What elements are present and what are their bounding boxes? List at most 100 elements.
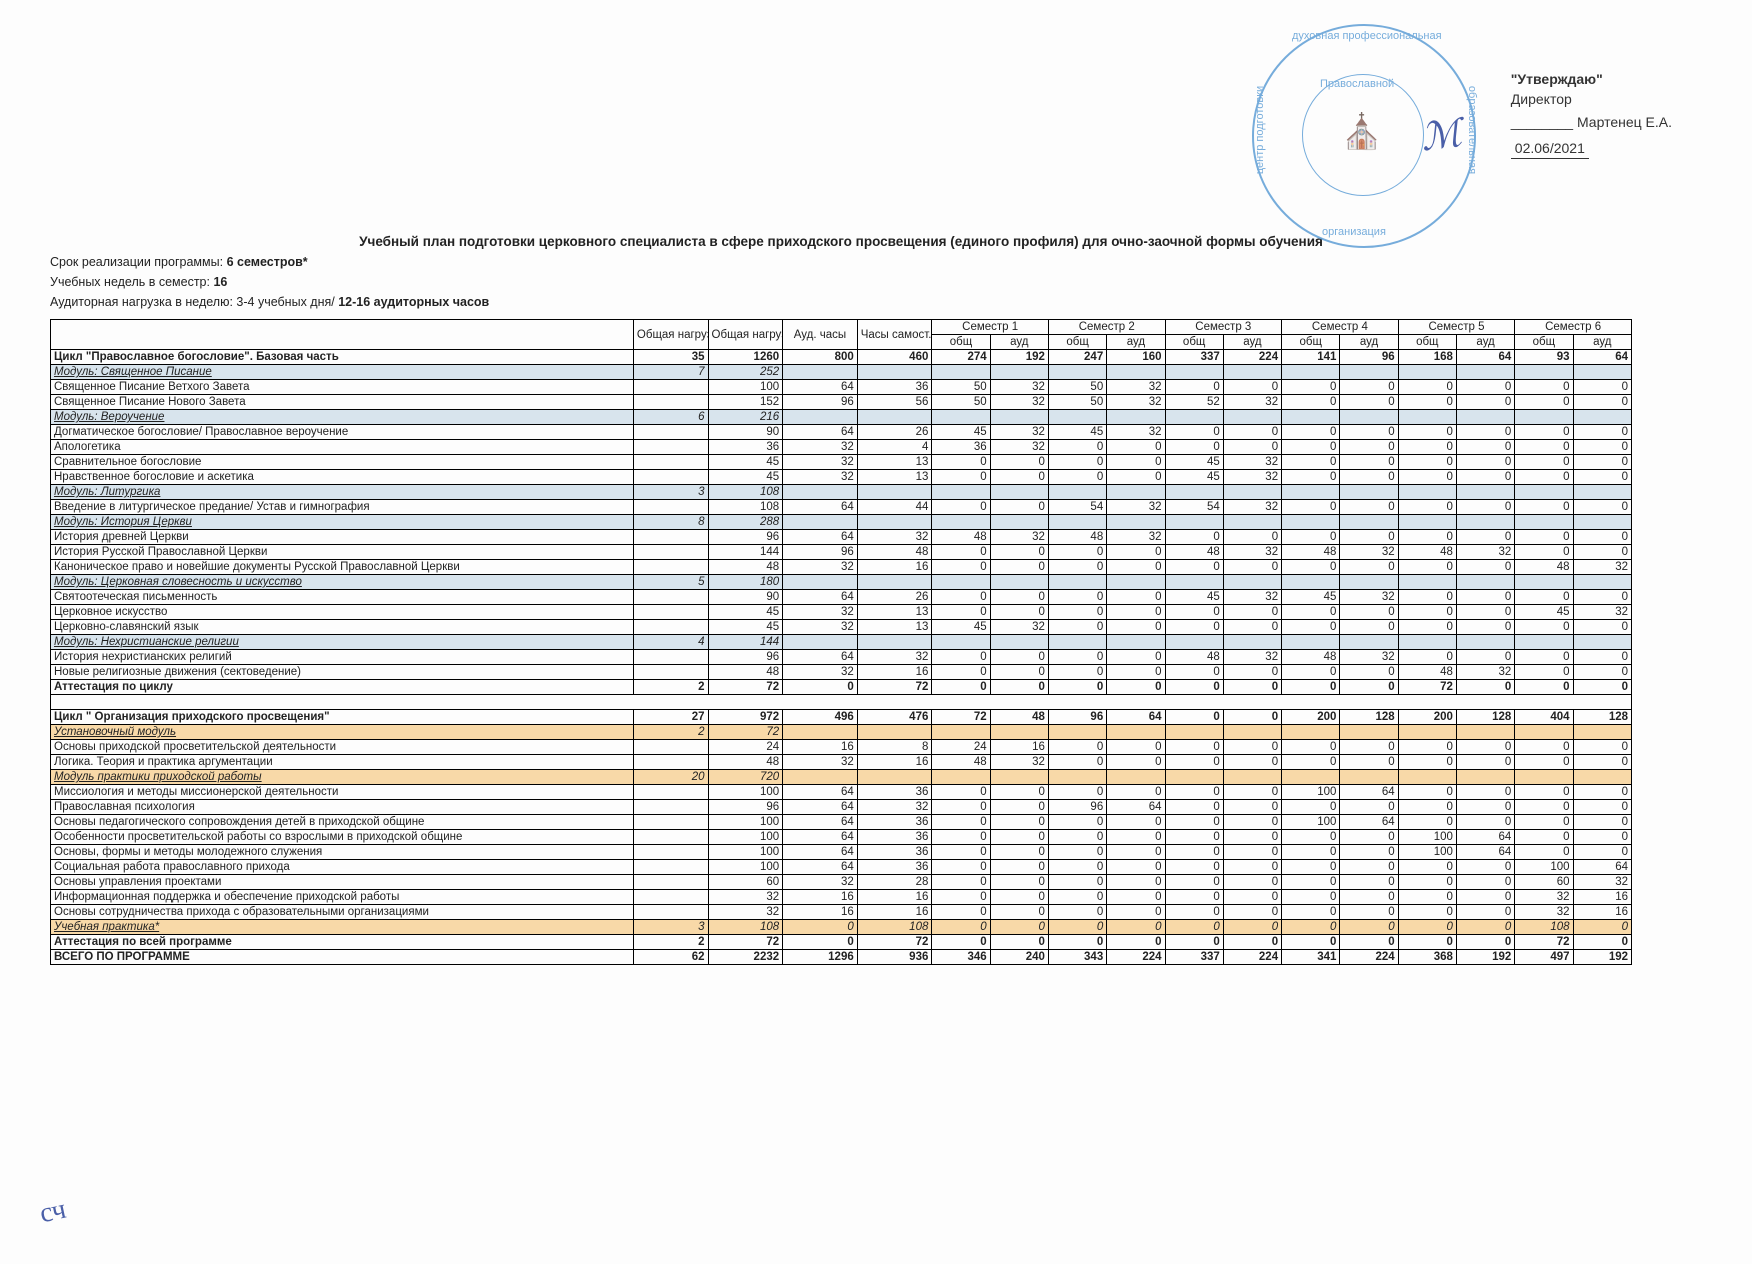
cell-value: 45: [708, 455, 783, 470]
discipline-name: Установочный модуль: [51, 725, 634, 740]
cell-value: 90: [708, 425, 783, 440]
cell-value: 128: [1573, 710, 1631, 725]
cell-value: 0: [1223, 785, 1281, 800]
cell-value: 0: [1165, 605, 1223, 620]
cell-value: 0: [1340, 665, 1398, 680]
table-row: Сравнительное богословие4532130000453200…: [51, 455, 1632, 470]
cell-value: 16: [783, 905, 858, 920]
col-ze: Общая нагрузка в з.е.: [633, 320, 708, 350]
cell-value: 0: [1398, 800, 1456, 815]
cell-value: [1398, 725, 1456, 740]
cell-value: 0: [990, 455, 1048, 470]
cell-value: 0: [1282, 890, 1340, 905]
table-row: Каноническое право и новейшие документы …: [51, 560, 1632, 575]
discipline-name: Священное Писание Ветхого Завета: [51, 380, 634, 395]
cell-value: 54: [1165, 500, 1223, 515]
table-row: Социальная работа православного прихода1…: [51, 860, 1632, 875]
cell-value: [932, 410, 990, 425]
discipline-name: Модуль: Священное Писание: [51, 365, 634, 380]
cell-value: [1223, 725, 1281, 740]
discipline-name: Миссиология и методы миссионерской деяте…: [51, 785, 634, 800]
col-aud: Ауд. часы: [783, 320, 858, 350]
cell-value: 0: [1398, 470, 1456, 485]
cell-value: 32: [990, 395, 1048, 410]
cell-value: 0: [1223, 560, 1281, 575]
cell-value: 3: [633, 485, 708, 500]
cell-value: 0: [1048, 755, 1106, 770]
cell-value: 0: [1573, 455, 1631, 470]
cell-value: 0: [1048, 650, 1106, 665]
cell-value: 100: [1282, 785, 1340, 800]
cell-value: 36: [857, 815, 932, 830]
discipline-name: Информационная поддержка и обеспечение п…: [51, 890, 634, 905]
cell-value: 96: [1048, 800, 1106, 815]
cell-value: 32: [1573, 875, 1631, 890]
cell-value: [857, 515, 932, 530]
cell-value: 64: [783, 650, 858, 665]
cell-value: 50: [1048, 395, 1106, 410]
cell-value: 45: [1165, 470, 1223, 485]
cell-value: 64: [783, 500, 858, 515]
cell-value: 32: [1107, 425, 1165, 440]
cell-value: 32: [990, 440, 1048, 455]
sub-aud: ауд: [1107, 335, 1165, 350]
cell-value: 0: [1398, 500, 1456, 515]
cell-value: [633, 740, 708, 755]
cell-value: [1048, 365, 1106, 380]
cell-value: 0: [1282, 500, 1340, 515]
cell-value: 36: [857, 785, 932, 800]
cell-value: 0: [990, 875, 1048, 890]
cell-value: [1165, 410, 1223, 425]
cell-value: [990, 410, 1048, 425]
cell-value: 32: [1223, 650, 1281, 665]
cell-value: 216: [708, 410, 783, 425]
cell-value: 0: [1048, 740, 1106, 755]
cell-value: 64: [1456, 845, 1514, 860]
cell-value: 0: [1048, 860, 1106, 875]
cell-value: [857, 485, 932, 500]
cell-value: [1515, 410, 1573, 425]
cell-value: 0: [1515, 755, 1573, 770]
cell-value: 0: [1456, 905, 1514, 920]
cell-value: 0: [932, 800, 990, 815]
cell-value: 72: [932, 710, 990, 725]
col-sem5: Семестр 5: [1398, 320, 1515, 335]
cell-value: 0: [783, 935, 858, 950]
discipline-name: Новые религиозные движения (сектоведение…: [51, 665, 634, 680]
table-row: Аттестация по циклу2720720000000072000: [51, 680, 1632, 695]
cell-value: 64: [783, 590, 858, 605]
cell-value: 224: [1107, 950, 1165, 965]
cell-value: 0: [932, 665, 990, 680]
cell-value: 0: [1165, 530, 1223, 545]
cell-value: 0: [932, 590, 990, 605]
cell-value: 32: [708, 890, 783, 905]
cell-value: 0: [1107, 920, 1165, 935]
cell-value: 16: [783, 740, 858, 755]
table-row: Модуль: Нехристианские религии4144: [51, 635, 1632, 650]
discipline-name: Модуль: История Церкви: [51, 515, 634, 530]
cell-value: 0: [1107, 740, 1165, 755]
cell-value: 100: [708, 860, 783, 875]
cell-value: [1398, 770, 1456, 785]
cell-value: 100: [1515, 860, 1573, 875]
cell-value: 50: [932, 380, 990, 395]
cell-value: [633, 545, 708, 560]
cell-value: 0: [1340, 845, 1398, 860]
cell-value: 0: [1398, 935, 1456, 950]
cell-value: [783, 725, 858, 740]
discipline-name: История древней Церкви: [51, 530, 634, 545]
cell-value: 72: [1398, 680, 1456, 695]
cell-value: 45: [1165, 590, 1223, 605]
cell-value: 48: [708, 665, 783, 680]
cell-value: 0: [932, 650, 990, 665]
cell-value: 48: [990, 710, 1048, 725]
cell-value: [1456, 410, 1514, 425]
cell-value: 32: [783, 605, 858, 620]
cell-value: 0: [1573, 845, 1631, 860]
discipline-name: Церковное искусство: [51, 605, 634, 620]
stamp-text-bottom: организация: [1322, 226, 1386, 238]
cell-value: 0: [1340, 740, 1398, 755]
table-row: Апологетика3632436320000000000: [51, 440, 1632, 455]
discipline-name: Основы приходской просветительской деяте…: [51, 740, 634, 755]
cell-value: 45: [932, 425, 990, 440]
